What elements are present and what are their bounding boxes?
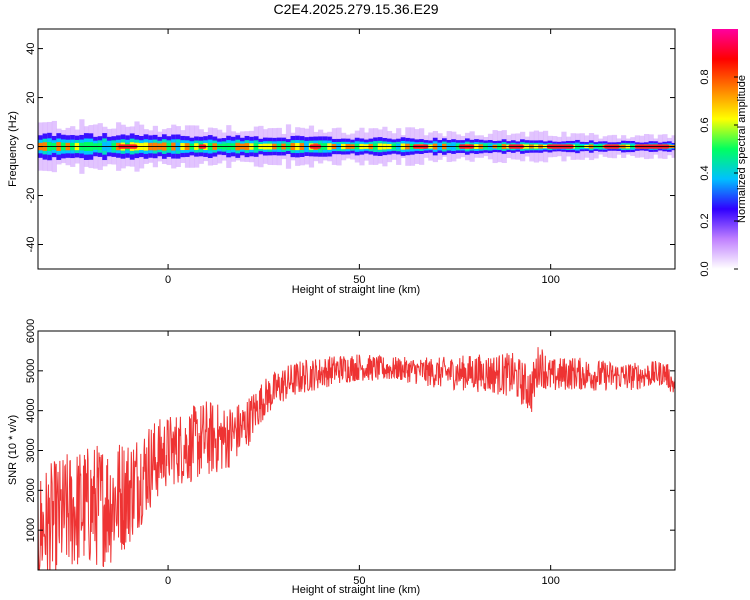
- snr-series-line: [38, 347, 675, 570]
- x-tick-label: 100: [541, 274, 559, 286]
- colorbar-tick-label: 0.0: [699, 261, 711, 276]
- y-tick-label: 2000: [25, 478, 37, 502]
- colorbar-tick-label: 0.6: [699, 117, 711, 132]
- spectrogram-x-label: Height of straight line (km): [292, 284, 420, 296]
- y-tick-label: 6000: [25, 319, 37, 343]
- snr-y-label: SNR (10 * v/v): [7, 415, 19, 485]
- spectrogram-frame: [37, 28, 676, 270]
- spectrogram-image: [38, 119, 675, 174]
- x-tick-label: 0: [165, 575, 171, 587]
- spectrogram-x-axis: 0 50 100: [165, 29, 560, 286]
- colorbar-tick-label: 0.2: [699, 213, 711, 228]
- colorbar-tick-label: 0.8: [699, 69, 711, 84]
- y-tick-label: 3000: [25, 438, 37, 462]
- y-tick-label: -40: [25, 237, 37, 253]
- snr-x-label: Height of straight line (km): [292, 584, 420, 596]
- snr-y-axis: 1000 2000 3000 4000 5000 6000: [25, 319, 675, 542]
- spectrogram-y-axis: -40 -20 0 20 40: [25, 42, 675, 252]
- y-tick-label: 1000: [25, 518, 37, 542]
- y-tick-label: 4000: [25, 398, 37, 422]
- x-tick-label: 0: [165, 274, 171, 286]
- y-tick-label: -20: [25, 188, 37, 204]
- colorbar-label: Normalized spectral amplitude: [736, 75, 748, 223]
- colorbar-ticks: 0.0 0.2 0.4 0.6 0.8: [699, 69, 738, 277]
- y-tick-label: 20: [25, 91, 37, 103]
- figure-title: C2E4.2025.279.15.36.E29: [273, 1, 438, 17]
- snr-panel: 0 50 100 1000 2000 3000 4000 5000 6000 Height o…: [7, 319, 676, 596]
- y-tick-label: 40: [25, 42, 37, 54]
- x-tick-label: 50: [353, 575, 365, 587]
- colorbar-gradient: [712, 29, 738, 269]
- colorbar-tick-label: 0.4: [699, 165, 711, 180]
- x-tick-label: 50: [353, 274, 365, 286]
- y-tick-label: 0: [25, 143, 37, 149]
- y-tick-label: 5000: [25, 359, 37, 383]
- snr-x-axis: 0 50 100: [165, 331, 560, 587]
- colorbar: 0.0 0.2 0.4 0.6 0.8 Normalized spectral ampl…: [699, 29, 748, 277]
- spectrogram-panel: 0 50 100 -40 -20 0 20 40 Height of straight li…: [7, 28, 676, 296]
- x-tick-label: 100: [541, 575, 559, 587]
- spectrogram-y-label: Frequency (Hz): [7, 111, 19, 187]
